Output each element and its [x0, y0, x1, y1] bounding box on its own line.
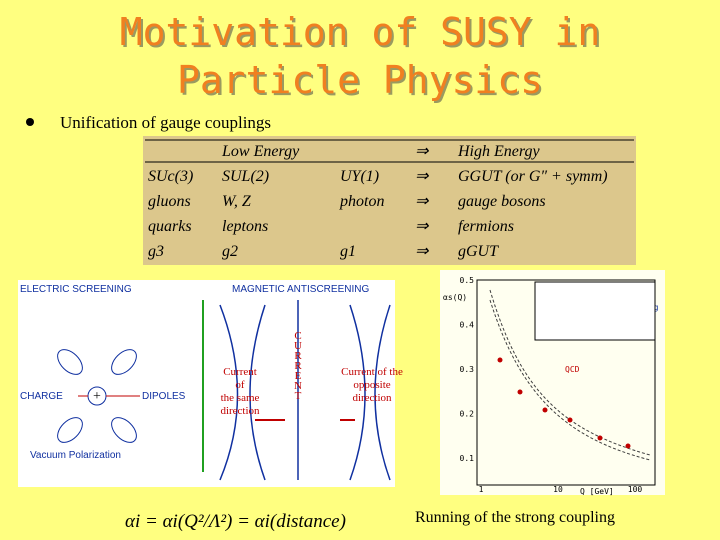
x-tick-label: 1	[479, 485, 484, 494]
y-tick-label: 0.2	[460, 410, 475, 419]
field-line	[349, 304, 366, 481]
table-cell: quarks	[148, 218, 192, 235]
content: Motivation of SUSY in Motivation of SUSY…	[18, 10, 665, 532]
table-cell: leptons	[222, 218, 268, 235]
curve	[489, 289, 651, 456]
table-cell: SUc(3)	[148, 168, 193, 185]
title-shadow: Motivation of SUSY in	[122, 12, 602, 56]
figure-label: ELECTRIC SCREENING	[20, 284, 132, 295]
table-cell: photon	[339, 193, 384, 210]
label-line: the same	[221, 392, 260, 404]
label-line: opposite	[353, 379, 390, 391]
table-cell: g3	[148, 243, 164, 260]
table-cell: ⇒	[415, 168, 429, 185]
title-shadow: Particle Physics	[179, 60, 545, 104]
dipole	[57, 417, 83, 443]
table-cell: gauge bosons	[458, 193, 546, 210]
point	[597, 435, 603, 441]
table-header: High Energy	[457, 143, 541, 160]
y-tick-label: 0.4	[460, 321, 475, 330]
label-line: direction	[220, 405, 260, 417]
title-line: Particle Physics	[177, 58, 543, 102]
dipole	[111, 349, 137, 375]
x-tick-label: 100	[628, 485, 643, 494]
legend-box	[534, 281, 656, 341]
y-tick-label: 0.3	[460, 365, 475, 374]
table-cell: gluons	[148, 193, 191, 210]
field-line	[374, 304, 391, 481]
formula: αi = αi(Q²/Λ²) = αi(distance)	[125, 511, 346, 532]
point	[542, 407, 548, 413]
qcd-label: QCD	[565, 365, 580, 374]
table-cell: GGUT (or G″ + symm)	[458, 168, 608, 185]
label-line: Current of the	[341, 366, 403, 378]
point	[517, 389, 523, 395]
points	[497, 357, 631, 449]
table-cell: W, Z	[222, 193, 252, 210]
current-lines	[219, 300, 391, 481]
table: Low Energy ⇒ High Energy SUc(3) SUL(2) UY(1) ⇒…	[148, 143, 608, 260]
table-cell: gGUT	[458, 243, 499, 260]
table-cell: ⇒	[415, 218, 429, 235]
field-line	[249, 304, 266, 481]
caption: Running of the strong coupling	[415, 509, 615, 526]
label-line: of	[235, 379, 245, 391]
y-tick-label: 0.5	[460, 276, 475, 285]
table-cell: ⇒	[415, 193, 429, 210]
screening-figure	[18, 280, 395, 487]
title-line: Motivation of SUSY in	[120, 10, 600, 54]
x-tick-label: 10	[553, 485, 563, 494]
figure-label: MAGNETIC ANTISCREENING	[232, 284, 369, 295]
y-tick-label: 0.1	[460, 454, 475, 463]
label-line: direction	[352, 392, 392, 404]
charge-sign: +	[93, 389, 101, 404]
bullet-dot	[26, 118, 34, 126]
table-cell: g1	[340, 243, 356, 260]
table-header: ⇒	[415, 143, 429, 160]
point	[625, 443, 631, 449]
table-cell: SUL(2)	[222, 168, 269, 185]
point	[497, 357, 503, 363]
curves	[489, 289, 651, 461]
dipole	[57, 349, 83, 375]
plot-frame	[476, 279, 656, 486]
dipole	[111, 417, 137, 443]
current-label: CURRENT	[292, 330, 304, 400]
point	[567, 417, 573, 423]
y-axis-label: αs(Q)	[443, 293, 467, 302]
table-cell: fermions	[458, 218, 514, 235]
figure-label: Vacuum Polarization	[30, 450, 121, 461]
table-cell: ⇒	[415, 243, 429, 260]
table-cell: g2	[222, 243, 238, 260]
table-cell: UY(1)	[340, 168, 379, 185]
x-axis-label: Q [GeV]	[580, 487, 614, 496]
field-line	[219, 304, 239, 481]
figure-label: CHARGE	[20, 391, 63, 402]
figure-label: DIPOLES	[142, 391, 186, 402]
label-line: Current	[223, 366, 257, 378]
curve	[489, 299, 651, 461]
table-header: Low Energy	[221, 143, 300, 160]
bullet-text: Unification of gauge couplings	[60, 113, 271, 132]
dipoles	[57, 349, 140, 443]
table-bg	[143, 136, 636, 265]
